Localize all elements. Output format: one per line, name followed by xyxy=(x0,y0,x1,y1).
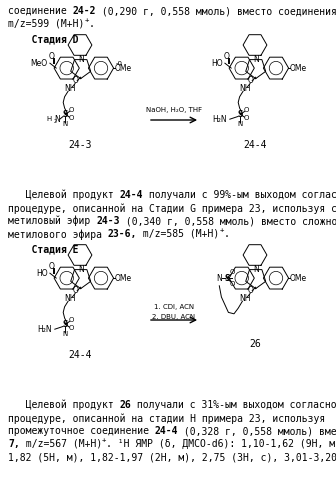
Text: OMe: OMe xyxy=(290,64,307,72)
Text: +: + xyxy=(219,226,224,232)
Text: m/z=585 (M+H): m/z=585 (M+H) xyxy=(137,229,219,239)
Text: O: O xyxy=(49,262,55,270)
Text: 24-4: 24-4 xyxy=(68,350,92,360)
Text: O: O xyxy=(244,116,249,121)
Text: m/z=599 (M+H): m/z=599 (M+H) xyxy=(8,19,84,29)
Text: O: O xyxy=(244,107,249,113)
Text: +: + xyxy=(84,16,89,22)
Text: -o: -o xyxy=(116,60,123,66)
Text: 2. DBU, ACN: 2. DBU, ACN xyxy=(153,314,196,320)
Text: 26: 26 xyxy=(249,339,261,349)
Text: N: N xyxy=(79,54,84,64)
Text: 24-4: 24-4 xyxy=(120,190,143,200)
Text: N: N xyxy=(54,114,60,124)
Text: S: S xyxy=(238,110,243,119)
Text: O: O xyxy=(69,116,74,121)
Text: +: + xyxy=(102,436,107,442)
Text: .: . xyxy=(89,19,95,29)
Text: N: N xyxy=(79,264,84,274)
Text: соединение: соединение xyxy=(8,6,73,16)
Text: H: H xyxy=(47,116,52,122)
Text: m/z=567 (M+H): m/z=567 (M+H) xyxy=(20,439,102,449)
Text: O: O xyxy=(247,76,253,85)
Text: процедуре, описанной на стадии H примера 23, используя: процедуре, описанной на стадии H примера… xyxy=(8,413,325,424)
Text: 26: 26 xyxy=(120,400,131,410)
Text: Стадия D: Стадия D xyxy=(8,34,79,44)
Text: O: O xyxy=(48,52,54,60)
Text: Стадия E: Стадия E xyxy=(8,244,79,254)
Text: N: N xyxy=(63,331,68,337)
Text: NaOH, H₂O, THF: NaOH, H₂O, THF xyxy=(146,107,202,113)
Text: NH: NH xyxy=(240,84,251,93)
Text: O: O xyxy=(223,52,229,60)
Text: NH: NH xyxy=(65,294,76,303)
Text: H₂N: H₂N xyxy=(37,324,52,334)
Text: (0,290 г, 0,558 ммоль) вместо соединения: (0,290 г, 0,558 ммоль) вместо соединения xyxy=(96,6,336,16)
Text: 24-3: 24-3 xyxy=(68,140,92,150)
Text: получали с 99%-ым выходом согласно: получали с 99%-ым выходом согласно xyxy=(143,190,336,200)
Text: S: S xyxy=(62,320,68,329)
Text: .: . xyxy=(224,229,230,239)
Text: 24-4: 24-4 xyxy=(243,140,267,150)
Text: OMe: OMe xyxy=(115,64,132,72)
Text: N: N xyxy=(63,121,68,127)
Text: 24-3: 24-3 xyxy=(96,216,120,226)
Text: 1. CDI, ACN: 1. CDI, ACN xyxy=(154,304,194,310)
Text: N: N xyxy=(254,54,259,64)
Text: (0,340 г, 0,558 ммоль) вместо сложного: (0,340 г, 0,558 ммоль) вместо сложного xyxy=(120,216,336,226)
Text: MeO: MeO xyxy=(31,58,48,68)
Text: метилового эфира: метилового эфира xyxy=(8,229,108,239)
Text: NH: NH xyxy=(65,84,76,93)
Text: S: S xyxy=(62,110,68,119)
Text: NH: NH xyxy=(240,294,251,303)
Text: 24-4: 24-4 xyxy=(155,426,178,436)
Text: O: O xyxy=(69,107,74,113)
Text: Целевой продукт: Целевой продукт xyxy=(8,400,120,410)
Text: HO: HO xyxy=(211,58,223,68)
Text: O: O xyxy=(72,286,78,295)
Text: O: O xyxy=(247,286,253,295)
Text: N: N xyxy=(238,121,243,127)
Text: OMe: OMe xyxy=(115,274,132,282)
Text: O: O xyxy=(72,76,78,85)
Text: N: N xyxy=(254,264,259,274)
Text: Целевой продукт: Целевой продукт xyxy=(8,190,120,200)
Text: процедуре, описанной на Стадии G примера 23, используя сложный: процедуре, описанной на Стадии G примера… xyxy=(8,203,336,213)
Text: OMe: OMe xyxy=(290,274,307,282)
Text: . ¹H ЯМР (δ, ДМСО-d6): 1,10-1,62 (9H, м), 1,62-: . ¹H ЯМР (δ, ДМСО-d6): 1,10-1,62 (9H, м)… xyxy=(107,439,336,449)
Text: O: O xyxy=(229,282,235,288)
Text: 23-6,: 23-6, xyxy=(108,229,137,239)
Text: 24-2: 24-2 xyxy=(73,6,96,16)
Text: O: O xyxy=(229,269,235,275)
Text: 1,82 (5H, м), 1,82-1,97 (2H, м), 2,75 (3H, с), 3,01-3,20 (4H,: 1,82 (5H, м), 1,82-1,97 (2H, м), 2,75 (3… xyxy=(8,452,336,462)
Text: (0,328 г, 0,558 ммоль) вместо: (0,328 г, 0,558 ммоль) вместо xyxy=(178,426,336,436)
Text: HO: HO xyxy=(36,268,48,278)
Text: 7,: 7, xyxy=(8,439,20,449)
Text: S: S xyxy=(224,274,230,282)
Text: метиловый эфир: метиловый эфир xyxy=(8,216,96,226)
Text: 2: 2 xyxy=(54,119,57,124)
Text: промежуточное соединение: промежуточное соединение xyxy=(8,426,155,436)
Text: получали с 31%-ым выходом согласно: получали с 31%-ым выходом согласно xyxy=(131,400,336,410)
Text: O: O xyxy=(69,326,74,332)
Text: H₂N: H₂N xyxy=(212,114,227,124)
Text: O: O xyxy=(69,317,74,323)
Text: N: N xyxy=(216,274,222,282)
